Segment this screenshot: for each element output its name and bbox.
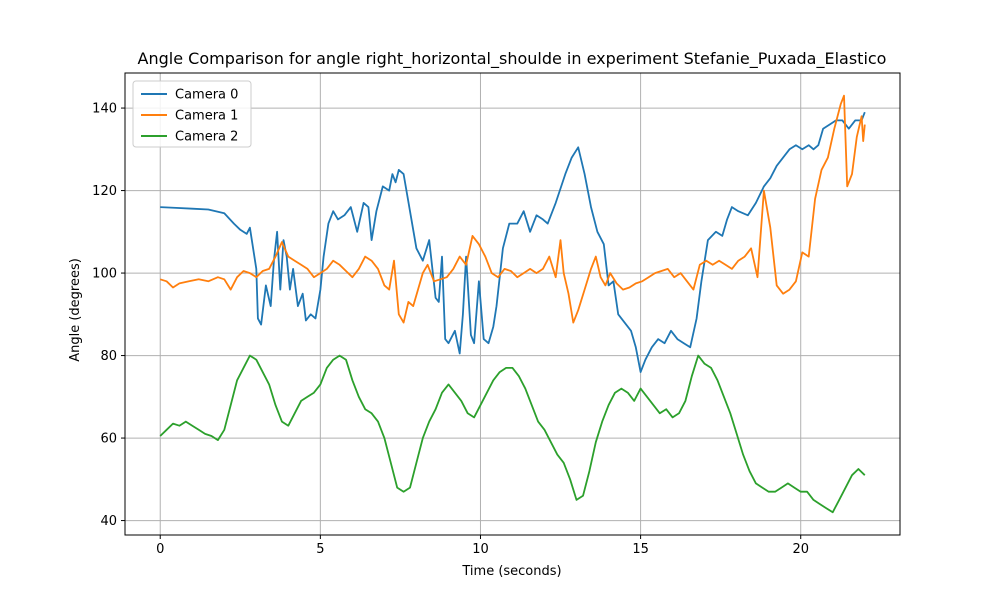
legend-label: Camera 1 [175,109,238,124]
x-axis-label: Time (seconds) [461,564,561,579]
x-axis-ticks: 0 5 10 15 20 [156,535,809,557]
x-tick-label: 5 [316,542,324,557]
y-tick-label: 100 [92,267,117,282]
y-tick-label: 60 [100,432,117,447]
y-tick-label: 140 [92,102,117,117]
series-line-camera-0 [160,111,866,373]
series-line-camera-1 [159,94,866,324]
plot-area: 0 5 10 15 20 40 60 80 100 120 140 [92,72,901,557]
legend-box [132,80,252,148]
series-line-camera-2 [159,354,866,514]
x-tick-label: 20 [792,542,809,557]
axes-frame [124,72,901,536]
y-tick-label: 80 [100,349,117,364]
legend-label: Camera 0 [175,88,238,103]
series-lines [159,94,866,514]
y-tick-label: 40 [100,514,117,529]
x-tick-label: 10 [472,542,489,557]
y-tick-label: 120 [92,184,117,199]
chart-title: Angle Comparison for angle right_horizon… [138,49,887,69]
y-axis-ticks: 40 60 80 100 120 140 [92,102,125,529]
y-axis-label: Angle (degrees) [68,258,83,362]
legend: Camera 0 Camera 1 Camera 2 [132,80,252,148]
x-tick-label: 15 [632,542,649,557]
legend-label: Camera 2 [175,130,238,145]
x-tick-label: 0 [156,542,164,557]
